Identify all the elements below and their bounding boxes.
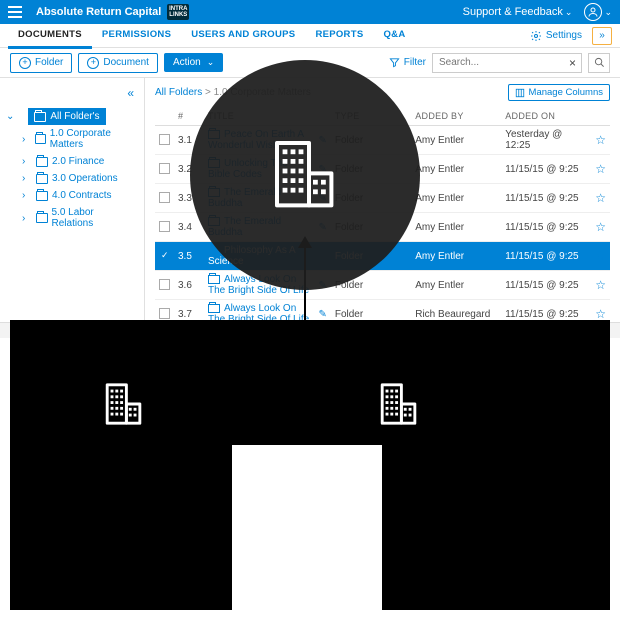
added-on: 11/15/15 @ 9:25 xyxy=(501,184,591,213)
chevron-right-icon: › xyxy=(22,173,32,184)
chevron-down-icon[interactable]: ⌄ xyxy=(604,7,612,18)
settings-link[interactable]: Settings xyxy=(530,30,582,42)
sidebar-item[interactable]: › 4.0 Contracts xyxy=(4,187,140,204)
sidebar-item[interactable]: › 3.0 Operations xyxy=(4,170,140,187)
filter-icon xyxy=(389,57,400,68)
folder-icon xyxy=(35,134,46,144)
column-header[interactable] xyxy=(591,107,610,126)
breadcrumb-root[interactable]: All Folders xyxy=(155,87,202,98)
hamburger-icon[interactable] xyxy=(8,3,26,21)
favorite-icon[interactable]: ☆ xyxy=(595,191,606,205)
row-checkbox[interactable] xyxy=(159,308,170,319)
building-icon xyxy=(100,380,148,431)
app-title: Absolute Return Capital xyxy=(36,6,161,18)
new-document-button[interactable]: +Document xyxy=(78,53,158,73)
folder-icon xyxy=(36,191,48,201)
added-on: 11/15/15 @ 9:25 xyxy=(501,242,591,271)
added-by: Amy Entler xyxy=(411,184,501,213)
topbar: Absolute Return Capital INTRALINKS Suppo… xyxy=(0,0,620,24)
row-checkbox[interactable] xyxy=(159,279,170,290)
overlay-gap xyxy=(232,445,382,615)
table-row[interactable]: 3.6Always Look On The Bright Side Of Lif… xyxy=(155,271,610,300)
folder-icon xyxy=(36,213,48,223)
sidebar-item-label: 3.0 Operations xyxy=(52,173,118,184)
search-icon xyxy=(594,57,605,68)
filter-link[interactable]: Filter xyxy=(389,57,426,68)
added-on: 11/15/15 @ 9:25 xyxy=(501,155,591,184)
sidebar-item[interactable]: › 2.0 Finance xyxy=(4,153,140,170)
manage-columns-button[interactable]: Manage Columns xyxy=(508,84,610,101)
tab-documents[interactable]: DOCUMENTS xyxy=(8,23,92,49)
sidebar-item[interactable]: › 1.0 Corporate Matters xyxy=(4,125,140,153)
chevron-down-icon[interactable]: ⌄ xyxy=(4,111,14,122)
favorite-icon[interactable]: ☆ xyxy=(595,278,606,292)
row-checkbox[interactable] xyxy=(159,250,170,261)
chevron-right-icon: › xyxy=(22,190,32,201)
folder-icon xyxy=(36,157,48,167)
chevron-right-icon: › xyxy=(22,213,32,224)
overlay-circle xyxy=(190,60,420,290)
sidebar-item-label: 5.0 Labor Relations xyxy=(52,207,137,229)
chevron-down-icon: ⌄ xyxy=(207,57,215,68)
favorite-icon[interactable]: ☆ xyxy=(595,249,606,263)
column-header[interactable]: # xyxy=(174,107,204,126)
added-on: 11/15/15 @ 9:25 xyxy=(501,213,591,242)
sidebar-collapse-button[interactable]: « xyxy=(4,84,140,108)
sidebar-all-folders[interactable]: All Folder's xyxy=(28,108,105,125)
new-folder-button[interactable]: +Folder xyxy=(10,53,72,73)
column-header[interactable]: ADDED BY xyxy=(411,107,501,126)
added-by: Amy Entler xyxy=(411,242,501,271)
tab-q&a[interactable]: Q&A xyxy=(373,23,415,49)
row-checkbox[interactable] xyxy=(159,192,170,203)
tab-reports[interactable]: REPORTS xyxy=(305,23,373,49)
folder-icon xyxy=(36,174,48,184)
column-header[interactable]: ADDED ON xyxy=(501,107,591,126)
added-by: Amy Entler xyxy=(411,271,501,300)
columns-icon xyxy=(515,88,525,98)
sidebar-item-label: 2.0 Finance xyxy=(52,156,104,167)
row-checkbox[interactable] xyxy=(159,221,170,232)
row-index: 3.6 xyxy=(174,271,204,300)
building-icon xyxy=(265,135,345,215)
chevron-right-icon: › xyxy=(22,134,31,145)
column-header[interactable] xyxy=(155,107,174,126)
sidebar-item[interactable]: › 5.0 Labor Relations xyxy=(4,204,140,232)
search-input[interactable]: × xyxy=(432,53,582,73)
building-icon xyxy=(375,380,423,431)
folder-icon xyxy=(208,275,220,284)
added-on: Yesterday @ 12:25 xyxy=(501,126,591,155)
search-button[interactable] xyxy=(588,53,610,73)
row-checkbox[interactable] xyxy=(159,134,170,145)
tabsbar: DOCUMENTSPERMISSIONSUSERS AND GROUPSREPO… xyxy=(0,24,620,48)
action-button[interactable]: Action⌄ xyxy=(164,53,223,72)
plus-icon: + xyxy=(87,57,99,69)
added-by: Amy Entler xyxy=(411,213,501,242)
support-link[interactable]: Support & Feedback⌄ xyxy=(463,6,573,18)
added-by: Amy Entler xyxy=(411,155,501,184)
row-checkbox[interactable] xyxy=(159,163,170,174)
row-index: 3.5 xyxy=(174,242,204,271)
favorite-icon[interactable]: ☆ xyxy=(595,162,606,176)
brand-logo: INTRALINKS xyxy=(167,4,189,20)
sidebar: « ⌄ All Folder's ›1.0 Corporate Matters›… xyxy=(0,78,145,322)
tab-permissions[interactable]: PERMISSIONS xyxy=(92,23,181,49)
added-by: Amy Entler xyxy=(411,126,501,155)
tab-users-and-groups[interactable]: USERS AND GROUPS xyxy=(181,23,305,49)
chevron-down-icon: ⌄ xyxy=(565,7,573,17)
gear-icon xyxy=(530,30,542,42)
edit-icon[interactable]: ✎ xyxy=(318,309,326,320)
user-avatar[interactable] xyxy=(584,3,602,21)
chevron-right-icon: › xyxy=(22,156,32,167)
favorite-icon[interactable]: ☆ xyxy=(595,133,606,147)
plus-icon: + xyxy=(19,57,31,69)
folder-icon xyxy=(34,112,46,122)
favorite-icon[interactable]: ☆ xyxy=(595,220,606,234)
sidebar-item-label: 4.0 Contracts xyxy=(52,190,111,201)
clear-search-icon[interactable]: × xyxy=(569,56,576,70)
collapse-panel-button[interactable]: » xyxy=(592,27,612,45)
sidebar-item-label: 1.0 Corporate Matters xyxy=(50,128,136,150)
favorite-icon[interactable]: ☆ xyxy=(595,307,606,321)
added-on: 11/15/15 @ 9:25 xyxy=(501,271,591,300)
folder-icon xyxy=(208,304,220,313)
